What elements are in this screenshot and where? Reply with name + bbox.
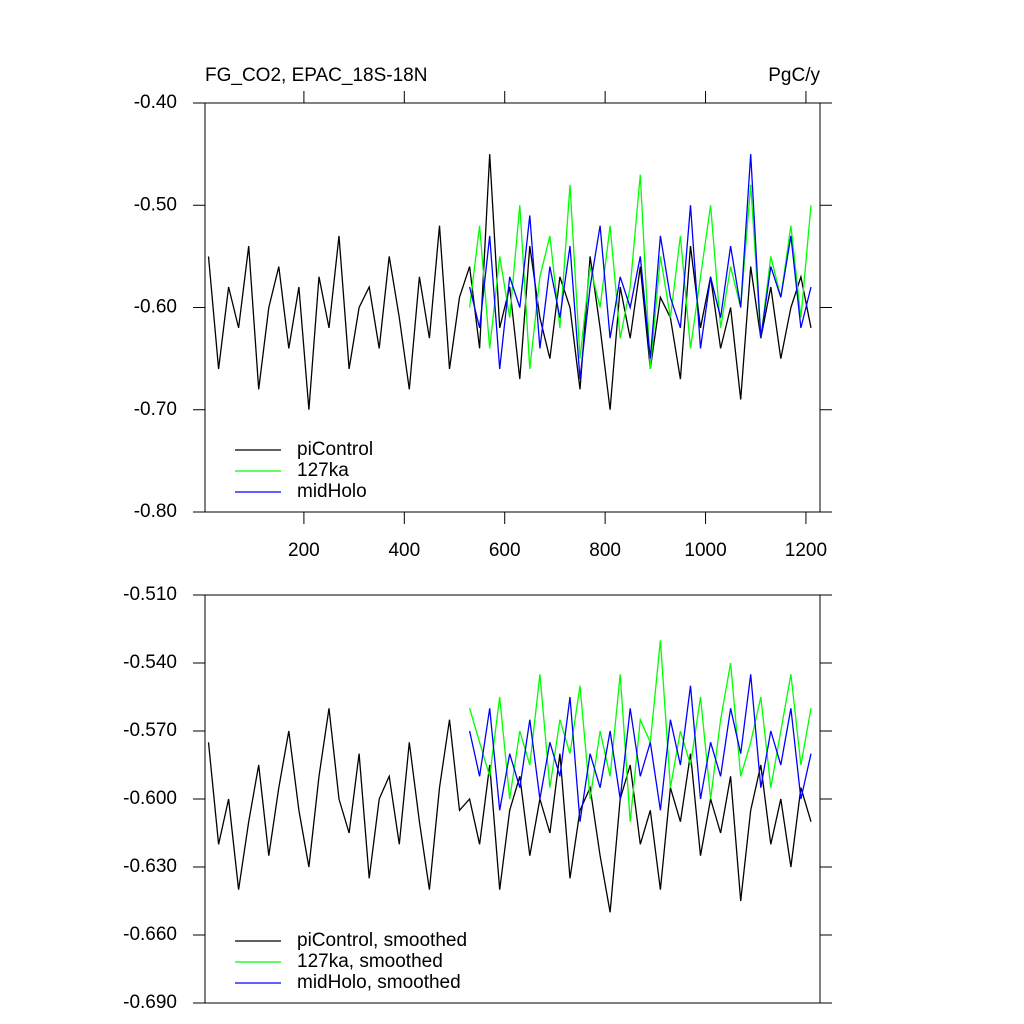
y-tick-label: -0.40 [134, 92, 177, 113]
x-tick-label: 800 [589, 540, 621, 561]
legend-label: piControl [297, 439, 373, 460]
series-line [207, 708, 812, 913]
y-tick-label: -0.660 [123, 924, 177, 945]
legend-label: 127ka, smoothed [297, 951, 443, 972]
series-line [468, 154, 812, 380]
series-line [468, 674, 812, 822]
series-line [468, 174, 812, 369]
y-tick-label: -0.80 [134, 501, 177, 522]
y-tick-label: -0.690 [123, 992, 177, 1013]
x-tick-label: 200 [288, 540, 320, 561]
legend-label: 127ka [297, 460, 349, 481]
legend-label: piControl, smoothed [297, 930, 467, 951]
y-tick-label: -0.630 [123, 856, 177, 877]
x-tick-label: 400 [388, 540, 420, 561]
y-tick-label: -0.510 [123, 584, 177, 605]
units-label: PgC/y [768, 65, 820, 86]
y-tick-label: -0.50 [134, 194, 177, 215]
legend-label: midHolo [297, 481, 367, 502]
legend-label: midHolo, smoothed [297, 972, 461, 993]
y-tick-label: -0.60 [134, 297, 177, 318]
x-tick-label: 1200 [785, 540, 827, 561]
y-tick-label: -0.540 [123, 652, 177, 673]
x-tick-label: 600 [489, 540, 521, 561]
y-tick-label: -0.570 [123, 720, 177, 741]
x-tick-label: 1000 [684, 540, 726, 561]
y-tick-label: -0.70 [134, 399, 177, 420]
y-tick-label: -0.600 [123, 788, 177, 809]
chart-title: FG_CO2, EPAC_18S-18N [205, 65, 427, 86]
series-line [468, 640, 812, 822]
